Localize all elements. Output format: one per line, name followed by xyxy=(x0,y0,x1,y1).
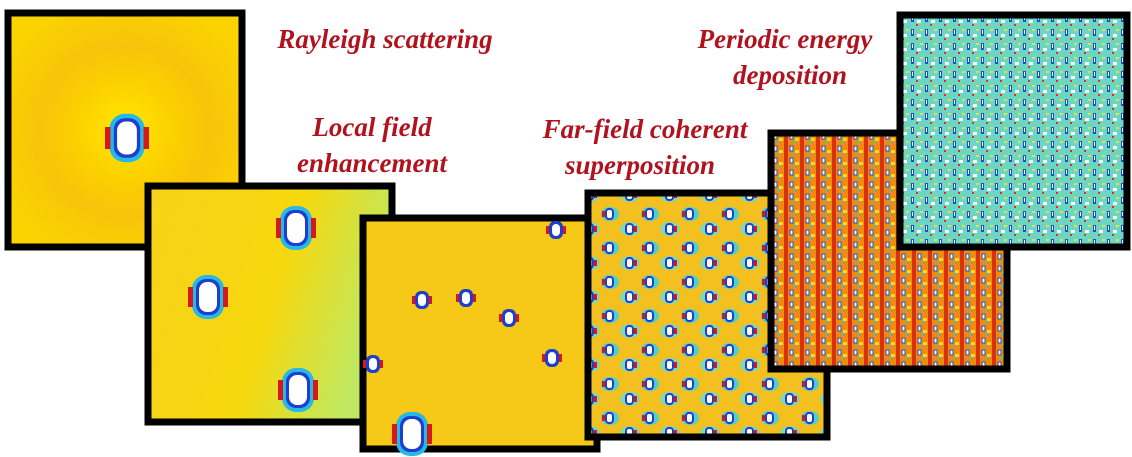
label: Local field xyxy=(311,112,432,142)
panel-local-field xyxy=(148,186,392,422)
label: superposition xyxy=(564,150,715,180)
label: enhancement xyxy=(297,148,449,178)
label: Far-field coherent xyxy=(542,114,749,144)
label: deposition xyxy=(733,60,847,90)
label: Periodic energy xyxy=(697,24,874,54)
label: Rayleigh scattering xyxy=(276,24,492,54)
panel-far-field xyxy=(363,218,597,456)
figure-canvas: Rayleigh scattering Local field enhancem… xyxy=(0,0,1132,457)
figure: Rayleigh scattering Local field enhancem… xyxy=(0,0,1132,457)
panel-periodic xyxy=(900,15,1127,247)
